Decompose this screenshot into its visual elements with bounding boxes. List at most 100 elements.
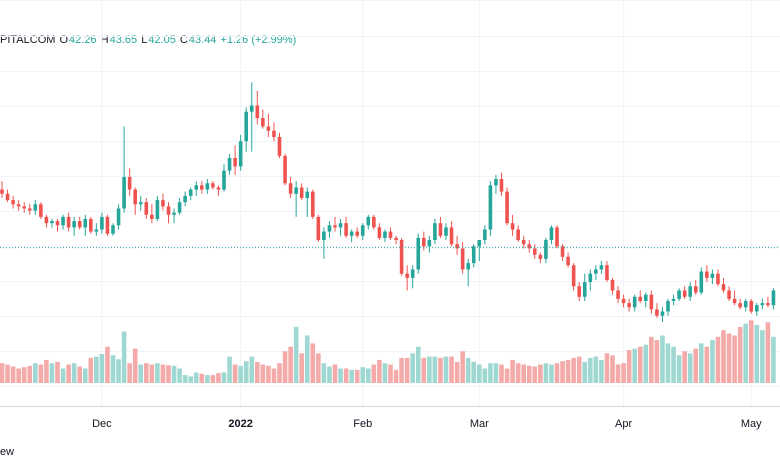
volume-bar bbox=[94, 356, 99, 383]
footer-text: ew bbox=[0, 446, 15, 458]
candle bbox=[272, 122, 276, 142]
candle bbox=[499, 172, 504, 196]
candle bbox=[749, 298, 754, 314]
volume-bar bbox=[105, 346, 110, 383]
volume-bar bbox=[493, 363, 499, 383]
candle bbox=[688, 282, 692, 301]
volume-bar bbox=[304, 335, 310, 383]
candle bbox=[355, 227, 359, 238]
volume-bar bbox=[604, 353, 610, 383]
candle bbox=[338, 218, 343, 236]
candle bbox=[632, 294, 637, 312]
candle bbox=[283, 153, 287, 186]
candle bbox=[693, 279, 698, 295]
candle bbox=[322, 227, 326, 259]
volume-bar bbox=[443, 356, 449, 383]
volume-bar bbox=[288, 346, 293, 383]
candle bbox=[433, 218, 437, 245]
volume-bar bbox=[116, 359, 121, 383]
candle bbox=[122, 126, 126, 213]
volume-bar bbox=[210, 375, 216, 383]
candle bbox=[294, 181, 298, 217]
candle bbox=[732, 290, 737, 306]
volume-bar bbox=[266, 365, 271, 383]
volume-bar bbox=[554, 363, 560, 383]
candle bbox=[438, 216, 443, 238]
volume-bar bbox=[549, 364, 554, 383]
candle bbox=[588, 269, 593, 291]
candle bbox=[89, 216, 93, 234]
candle bbox=[605, 261, 609, 283]
candle bbox=[405, 265, 409, 291]
candle bbox=[494, 174, 498, 194]
candle bbox=[410, 265, 415, 289]
candle bbox=[699, 267, 704, 295]
volume-bar bbox=[543, 363, 549, 383]
x-tick-label: Dec bbox=[92, 418, 112, 430]
volume-bar bbox=[477, 364, 482, 383]
volume-bar bbox=[510, 359, 515, 383]
candle bbox=[510, 214, 515, 236]
candle bbox=[27, 204, 32, 215]
volume-bar bbox=[199, 373, 205, 383]
volume-bars bbox=[0, 320, 776, 383]
candle bbox=[444, 223, 448, 241]
candle bbox=[466, 258, 470, 287]
candle bbox=[616, 286, 620, 304]
volume-bar bbox=[599, 359, 604, 383]
candles bbox=[0, 82, 776, 322]
candle bbox=[471, 244, 476, 268]
candle bbox=[61, 214, 65, 230]
volume-bar bbox=[343, 368, 349, 383]
volume-bar bbox=[5, 364, 10, 383]
volume-bar bbox=[255, 361, 260, 383]
candle bbox=[677, 288, 681, 301]
volume-bar bbox=[321, 363, 327, 383]
volume-bar bbox=[449, 356, 454, 383]
volume-bar bbox=[760, 330, 765, 383]
candle bbox=[660, 307, 665, 322]
candle bbox=[155, 195, 160, 222]
candle bbox=[205, 179, 210, 194]
volume-bar bbox=[71, 363, 77, 383]
candle bbox=[599, 261, 604, 274]
candle bbox=[244, 107, 248, 152]
volume-bar bbox=[249, 356, 255, 383]
volume-bar bbox=[144, 363, 149, 383]
candle bbox=[94, 223, 99, 236]
candle bbox=[577, 282, 581, 301]
candle bbox=[111, 223, 115, 236]
candle bbox=[710, 269, 715, 285]
volume-bar bbox=[38, 364, 44, 383]
volume-bar bbox=[232, 364, 238, 383]
candle bbox=[222, 164, 226, 192]
candle bbox=[505, 187, 509, 226]
candle bbox=[255, 90, 260, 125]
volume-bar bbox=[532, 366, 538, 383]
volume-bar bbox=[504, 368, 510, 383]
volume-bar bbox=[77, 366, 82, 383]
candle bbox=[72, 216, 76, 236]
volume-bar bbox=[166, 365, 171, 383]
candle bbox=[105, 214, 110, 236]
volume-bar bbox=[748, 320, 754, 383]
volume-bar bbox=[16, 368, 21, 383]
volume-bar bbox=[377, 359, 382, 383]
volume-bar bbox=[349, 369, 354, 383]
candle bbox=[771, 288, 776, 310]
time-axis: Dec 2022 Feb Mar Apr May bbox=[92, 418, 762, 430]
volume-bar bbox=[27, 365, 33, 383]
volume-bar bbox=[366, 368, 371, 383]
candle bbox=[655, 303, 659, 318]
candle bbox=[644, 292, 648, 308]
volume-bar bbox=[465, 357, 471, 383]
candle bbox=[549, 225, 554, 245]
candle bbox=[344, 216, 348, 238]
candle bbox=[483, 225, 487, 245]
candle bbox=[200, 181, 204, 194]
volume-bar bbox=[193, 372, 199, 383]
volume-bar bbox=[732, 335, 737, 383]
volume-bar bbox=[704, 346, 710, 383]
volume-bar bbox=[415, 346, 421, 383]
